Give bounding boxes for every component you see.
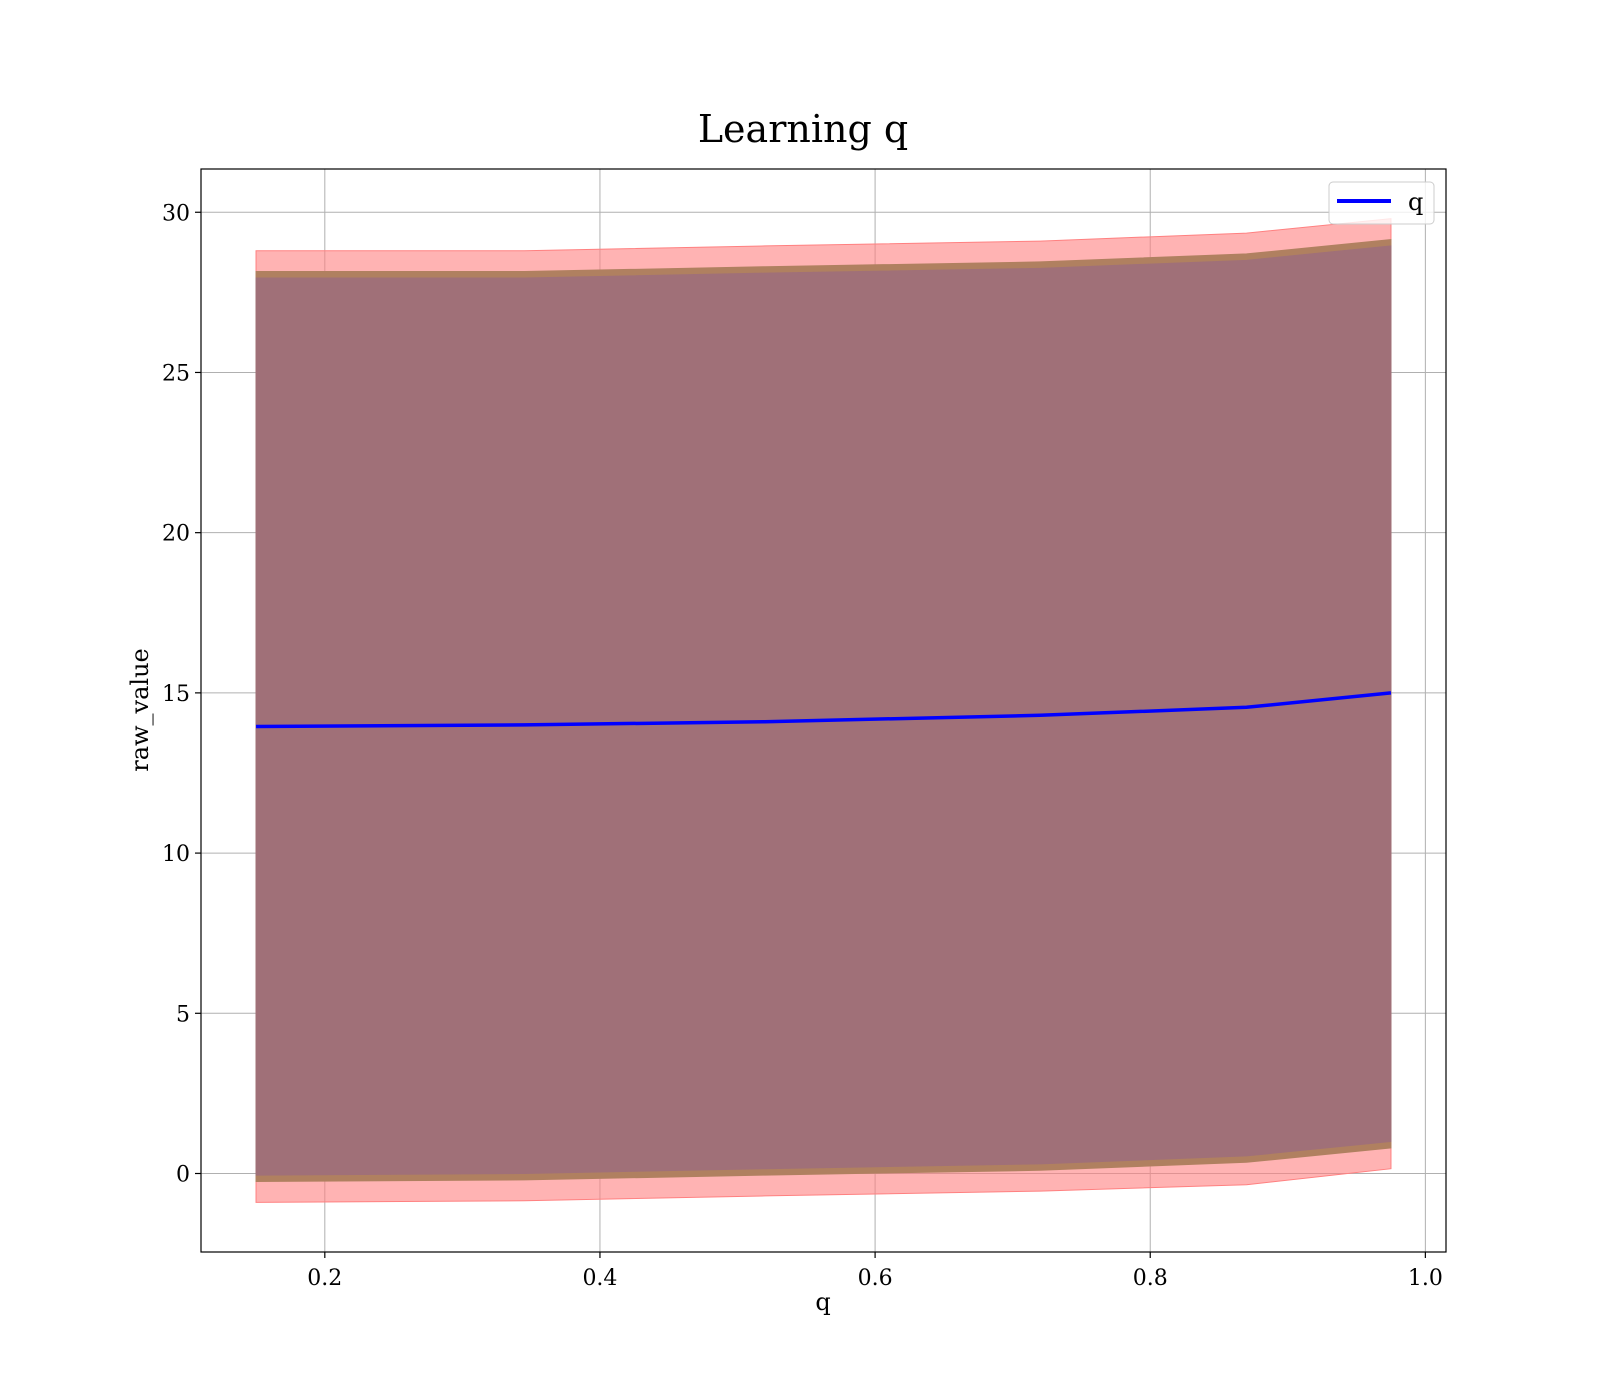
y-tick-label: 20 xyxy=(162,522,190,547)
series-lines xyxy=(256,691,1392,729)
y-axis-ticks: 0 5 10 15 20 25 30 xyxy=(162,201,201,1187)
chart-title: Learning q xyxy=(698,107,908,151)
x-axis-ticks: 0.2 0.4 0.6 0.8 1.0 xyxy=(307,1252,1443,1291)
x-tick-label: 0.6 xyxy=(858,1266,893,1291)
x-axis-label: q xyxy=(815,1288,830,1316)
y-tick-label: 15 xyxy=(162,682,190,707)
y-tick-label: 0 xyxy=(176,1162,190,1187)
legend: q xyxy=(1328,181,1435,225)
legend-label: q xyxy=(1408,188,1423,216)
y-tick-label: 5 xyxy=(176,1002,190,1027)
confidence-bands xyxy=(255,218,1392,1203)
y-axis-label: raw_value xyxy=(126,648,154,772)
x-tick-label: 0.8 xyxy=(1133,1266,1168,1291)
y-tick-label: 10 xyxy=(162,842,190,867)
x-tick-label: 0.4 xyxy=(582,1266,617,1291)
y-tick-label: 30 xyxy=(162,201,190,226)
confidence-band-2 xyxy=(255,245,1392,1176)
plot-frame xyxy=(200,168,1447,1253)
y-tick-label: 25 xyxy=(162,361,190,386)
series-line-q xyxy=(256,691,1392,729)
x-tick-label: 1.0 xyxy=(1408,1266,1443,1291)
x-tick-label: 0.2 xyxy=(307,1266,342,1291)
